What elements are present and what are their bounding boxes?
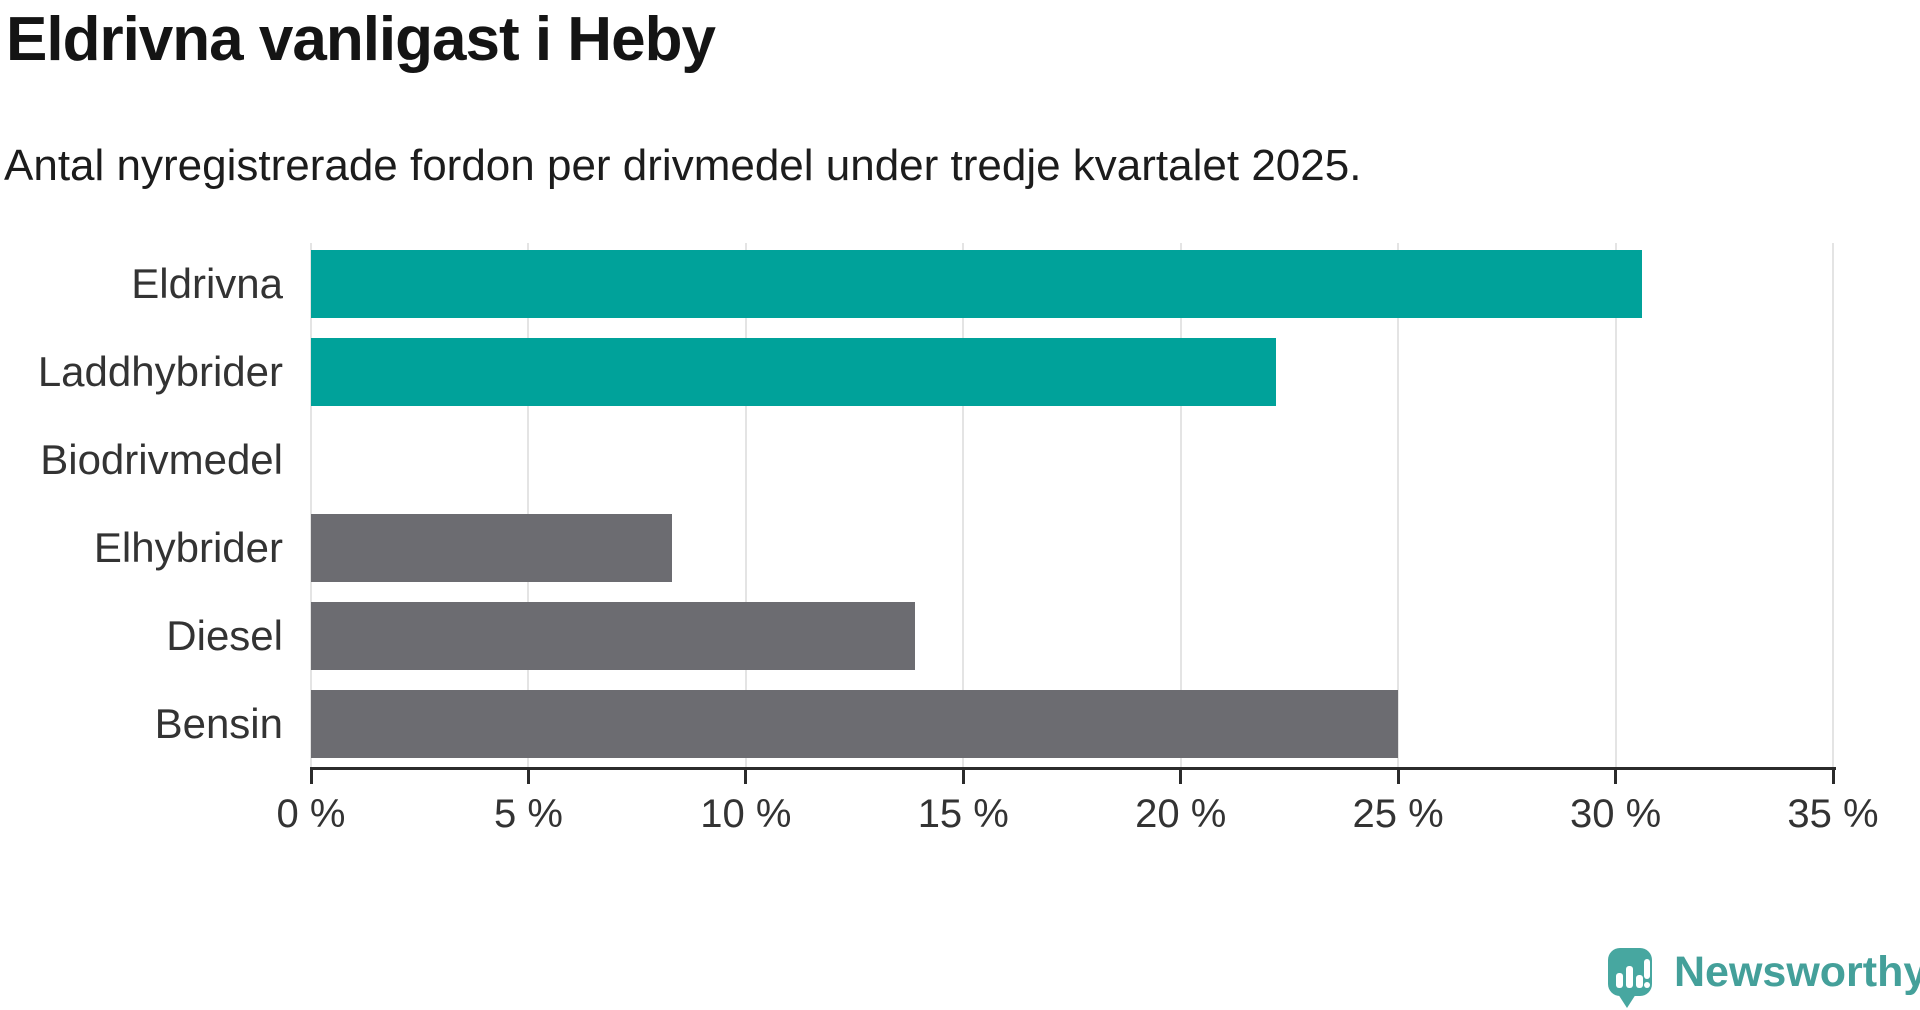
speech-bubble-tail: [1618, 994, 1636, 1008]
x-axis-tick: [1614, 768, 1618, 784]
x-axis-tick: [526, 768, 530, 784]
category-label: Diesel: [166, 612, 283, 659]
x-axis-tick: [1396, 768, 1400, 784]
x-axis-line: [310, 767, 1836, 770]
x-axis-tick: [309, 768, 313, 784]
logo-chart-bar-icon: [1616, 973, 1623, 988]
gridline: [1397, 243, 1400, 768]
newsworthy-logo-icon: [1608, 948, 1652, 1008]
bar-diesel: [311, 602, 916, 670]
newsworthy-logo: Newsworthy: [1608, 946, 1920, 1010]
logo-exclamation-dot-icon: [1644, 982, 1650, 988]
x-axis-tick-label: 20 %: [1135, 792, 1227, 836]
category-label: Eldrivna: [131, 260, 283, 307]
x-axis-tick: [1179, 768, 1183, 784]
logo-chart-bar-icon: [1626, 966, 1633, 988]
gridline: [527, 243, 530, 768]
x-axis-tick-label: 15 %: [917, 792, 1009, 836]
x-axis-tick-label: 0 %: [276, 792, 346, 836]
bar-bensin: [311, 690, 1399, 758]
x-axis-tick: [961, 768, 965, 784]
bar-eldrivna: [311, 250, 1642, 318]
bar-laddhybrider: [311, 338, 1277, 406]
x-axis-tick-label: 25 %: [1352, 792, 1444, 836]
gridline: [744, 243, 747, 768]
chart-subtitle: Antal nyregistrerade fordon per drivmede…: [4, 141, 1362, 190]
chart-title: Eldrivna vanligast i Heby: [6, 5, 716, 74]
bar-elhybrider: [311, 514, 672, 582]
x-axis-tick: [1831, 768, 1835, 784]
x-axis-tick-label: 5 %: [493, 792, 563, 836]
newsworthy-wordmark: Newsworthy: [1674, 948, 1920, 996]
gridline: [962, 243, 965, 768]
logo-chart-bar-icon: [1636, 975, 1643, 988]
logo-exclamation-icon: [1644, 959, 1650, 979]
category-label: Laddhybrider: [37, 348, 283, 395]
x-axis-tick-label: 30 %: [1569, 792, 1662, 836]
category-label: Bensin: [154, 700, 283, 747]
category-label: Elhybrider: [93, 524, 283, 571]
gridline: [1832, 243, 1834, 768]
x-axis-tick-label: 10 %: [700, 792, 792, 836]
gridline: [1179, 243, 1182, 768]
gridline: [310, 243, 312, 768]
category-label: Biodrivmedel: [40, 436, 283, 483]
x-axis-tick-label: 35 %: [1787, 792, 1879, 836]
gridline: [1614, 243, 1617, 768]
x-axis-tick: [744, 768, 748, 784]
